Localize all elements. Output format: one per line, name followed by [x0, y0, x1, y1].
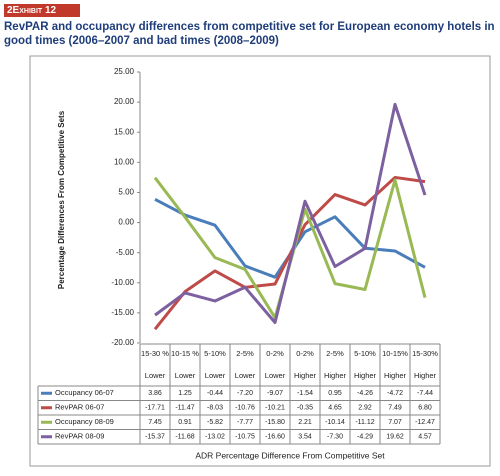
table-cell: -16.60 [265, 434, 285, 441]
table-cell: -8.03 [207, 405, 223, 412]
x-tick-label: 10-15 % [171, 349, 199, 358]
y-tick-label: -20.00 [111, 338, 134, 347]
table-cell: -0.35 [297, 405, 313, 412]
x-group-label: Lower [265, 371, 286, 380]
x-tick-label: 5-10% [354, 349, 376, 358]
x-tick-label: 5-10% [204, 349, 226, 358]
table-cell: 3.54 [298, 434, 312, 441]
table-cell: -4.29 [357, 434, 373, 441]
legend-label: RevPAR 06-07 [55, 403, 104, 412]
table-cell: -12.47 [415, 419, 435, 426]
chart-frame [29, 55, 491, 467]
x-tick-label: 2-5% [326, 349, 344, 358]
y-tick-label: 15.00 [114, 127, 135, 136]
y-tick-label: -15.00 [111, 308, 134, 317]
table-cell: -11.47 [175, 405, 194, 412]
table-cell: -10.75 [235, 434, 255, 441]
table-cell: -13.02 [205, 434, 225, 441]
y-tick-label: 5.00 [118, 188, 134, 197]
table-cell: 7.49 [388, 405, 402, 412]
x-tick-label: 2-5% [236, 349, 254, 358]
y-tick-label: 0.00 [118, 218, 134, 227]
table-cell: -10.21 [265, 405, 285, 412]
table-cell: -11.12 [355, 419, 374, 426]
table-cell: -7.30 [327, 434, 343, 441]
table-cell: 2.92 [358, 405, 372, 412]
y-tick-label: -5.00 [116, 248, 135, 257]
table-cell: 7.07 [388, 419, 402, 426]
table-cell: 6.80 [418, 405, 432, 412]
table-cell: -0.44 [207, 390, 223, 397]
table-cell: -4.26 [357, 390, 373, 397]
x-tick-label: 15-30% [412, 349, 438, 358]
table-cell: -5.82 [207, 419, 223, 426]
x-group-label: Higher [324, 371, 347, 380]
x-tick-label: 15-30 % [141, 349, 169, 358]
y-tick-label: -10.00 [111, 278, 134, 287]
table-cell: 19.62 [386, 434, 404, 441]
legend-label: Occupancy 08-09 [55, 417, 114, 426]
table-cell: -7.44 [417, 390, 433, 397]
table-cell: 0.91 [178, 419, 192, 426]
table-cell: -1.54 [297, 390, 313, 397]
x-group-label: Lower [175, 371, 196, 380]
table-cell: 1.25 [178, 390, 192, 397]
x-tick-label: 0-2% [296, 349, 314, 358]
table-cell: -4.72 [387, 390, 403, 397]
table-cell: -9.07 [267, 390, 283, 397]
legend-label: Occupancy 06-07 [55, 388, 114, 397]
x-group-label: Lower [205, 371, 226, 380]
table-cell: 4.57 [418, 434, 432, 441]
table-cell: -11.68 [175, 434, 194, 441]
y-tick-label: 25.00 [114, 67, 135, 76]
table-cell: 7.45 [148, 419, 162, 426]
table-cell: 2.21 [298, 419, 312, 426]
y-tick-label: 20.00 [114, 97, 135, 106]
table-cell: -10.76 [235, 405, 255, 412]
x-group-label: Higher [354, 371, 377, 380]
table-cell: -17.71 [145, 405, 165, 412]
table-cell: -7.20 [237, 390, 253, 397]
series-line [153, 175, 426, 331]
chart-title: RevPAR and occupancy differences from co… [4, 21, 495, 47]
x-group-label: Higher [414, 371, 437, 380]
table-cell: 3.86 [148, 390, 162, 397]
exhibit-label: 2Exhibit 12 [4, 4, 80, 17]
table-cell: -10.14 [325, 419, 345, 426]
x-group-label: Lower [145, 371, 166, 380]
table-cell: -7.77 [237, 419, 253, 426]
table-cell: -15.37 [145, 434, 165, 441]
table-cell: 0.95 [328, 390, 342, 397]
x-tick-label: 10-15% [382, 349, 408, 358]
legend-label: RevPAR 08-09 [55, 432, 104, 441]
x-group-label: Lower [235, 371, 256, 380]
table-cell: 4.65 [328, 405, 342, 412]
y-axis-title: Percentage Differences From Competitive … [57, 110, 66, 289]
x-group-label: Higher [294, 371, 317, 380]
x-tick-label: 0-2% [266, 349, 284, 358]
x-group-label: Higher [384, 371, 407, 380]
table-cell: -15.80 [265, 419, 285, 426]
series-line [154, 102, 427, 325]
y-tick-label: 10.00 [114, 157, 135, 166]
x-axis-title: ADR Percentage Difference From Competiti… [195, 450, 385, 460]
